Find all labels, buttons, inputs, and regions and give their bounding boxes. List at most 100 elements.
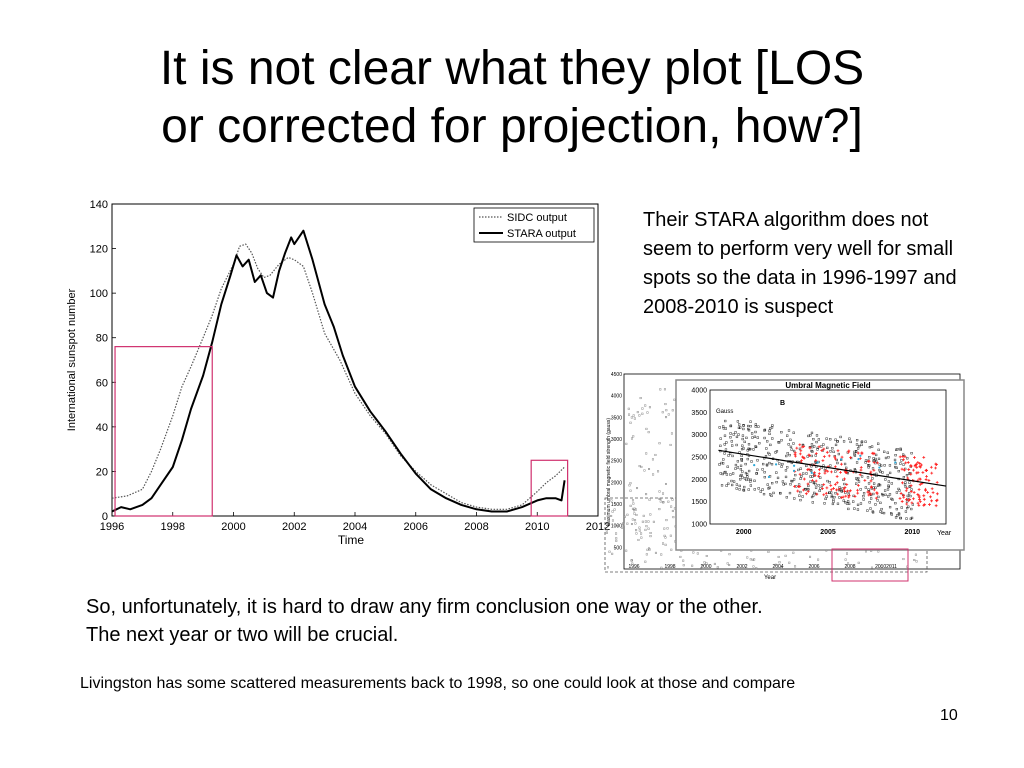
inner-point-cyan [767,475,771,479]
outer-point [625,442,628,445]
inner-point-red [917,495,921,499]
inner-point-black [763,471,766,474]
inner-point-black [888,505,892,509]
inner-point-black [860,475,864,478]
inner-point-black [768,461,771,465]
inner-point-black [902,476,906,479]
inner-point-black [786,434,789,437]
inner-point-black [741,437,744,441]
inner-point-black [810,443,814,446]
inner-point-black [722,427,725,430]
inner-point-black [738,484,741,488]
inner-point-black [763,429,766,432]
inner-point-black [752,448,755,451]
inner-point-red [924,468,928,472]
inner-point-red [832,487,835,490]
inner-point-red [912,497,915,501]
inner-point-black [842,499,845,502]
inner-point-black [727,482,730,485]
inner-point-red [917,488,921,491]
outer-point [751,558,754,561]
inner-point-red [872,468,876,472]
inner-point-black [756,468,759,471]
outer-point [784,554,787,557]
inner-point-black [883,464,886,467]
inner-point-black [780,465,783,468]
inner-point-black [722,458,725,461]
x-tick-label: 2002 [282,521,306,533]
inner-point-black [794,473,797,477]
inner-point-black [759,490,762,493]
inner-point-black [833,495,836,499]
inner-point-red [870,451,874,455]
outer-point [880,565,883,568]
inner-point-black [848,437,851,440]
inner-point-black [761,488,764,491]
outer-point [605,529,608,532]
inner-point-black [807,434,810,438]
inner-point-black [874,453,878,457]
outer-point [651,458,654,461]
inner-point-red [907,499,911,503]
inner-point-black [801,495,804,498]
inner-point-red [817,472,821,476]
inner-point-red [798,485,802,488]
inner-point-black [822,443,825,446]
inner-point-red [841,495,845,499]
inner-point-black [853,450,856,454]
inner-point-black [823,502,826,505]
inner-point-black [814,486,818,489]
inner-point-black [868,446,871,449]
outer-x-tick-label: 2008 [844,564,855,570]
outer-point [638,465,641,468]
outer-point [644,560,647,563]
inner-point-red [820,449,824,452]
outer-point [629,482,632,485]
outer-y-tick-label: 4500 [611,372,622,378]
page-number: 10 [940,707,958,724]
inner-point-red [934,504,938,508]
outer-point [635,529,638,532]
outer-point [705,562,708,565]
inner-point-red [900,500,904,503]
inner-point-black [757,487,760,490]
inner-point-black [745,478,748,482]
inner-point-black [910,507,913,511]
outer-point [665,519,668,522]
inner-point-red [902,493,906,497]
inner-point-red [907,468,911,471]
outer-point [610,499,613,502]
inner-point-black [749,447,752,451]
inner-point-black [853,507,856,510]
inner-point-black [799,490,802,494]
inner-point-red [825,486,829,490]
inner-point-red [856,451,860,455]
outer-point [649,531,652,534]
inner-point-black [872,492,875,496]
inner-point-black [884,478,887,481]
inner-point-black [846,500,850,503]
inner-point-black [910,516,914,520]
outer-point [669,443,672,446]
inner-point-black [864,440,867,443]
outer-point [664,482,667,485]
outer-point [608,550,611,553]
inner-point-black [798,447,802,450]
inner-point-black [744,462,747,466]
inner-y-tick-label: 2000 [691,477,707,484]
inner-point-black [847,507,850,511]
inner-point-black [730,479,733,483]
inner-point-red [829,484,833,487]
inner-point-black [743,477,747,480]
inner-point-black [756,436,759,439]
inner-point-black [814,483,817,486]
inner-point-black [763,436,766,440]
outer-point [663,527,666,530]
inner-point-black [876,484,880,487]
outer-y-tick-label: 4000 [611,394,622,400]
inner-point-black [896,514,899,517]
inner-point-black [775,471,778,474]
inner-point-black [765,447,768,450]
inner-point-red [934,462,938,466]
inner-point-black [787,443,790,446]
